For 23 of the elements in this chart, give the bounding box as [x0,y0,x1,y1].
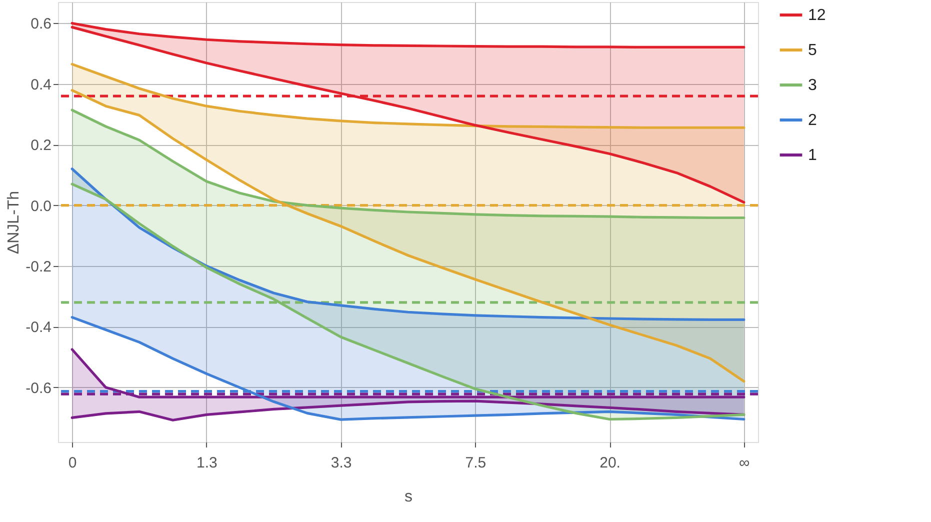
line-series [70,62,746,129]
x-tick-label: 1.3 [196,454,218,472]
x-tick-label: 20. [600,454,620,472]
line-series [70,168,746,322]
y-tick-label: -0.6 [26,380,52,397]
legend-label: 5 [808,42,817,59]
legend-label: 3 [808,77,817,94]
x-tick-label: ∞ [739,454,750,472]
y-tick-label: 0.4 [30,76,52,94]
x-tick-label: 0 [68,454,77,472]
x-axis-title: s [404,488,412,506]
x-tick-label: 3.3 [330,454,352,472]
y-tick-label: -0.2 [26,258,52,276]
y-tick-label: -0.4 [26,319,52,336]
legend-label: 2 [808,112,817,129]
legend-label: 1 [808,147,817,164]
x-tick-label: 7.5 [465,454,486,472]
line-series [70,108,746,220]
y-tick-label: 0.6 [30,16,52,33]
legend-label: 12 [808,7,826,24]
y-axis-title: ΔNJL-Th [6,190,23,254]
y-tick-label: 0.2 [30,137,52,154]
y-tick-label: 0.0 [30,198,52,215]
